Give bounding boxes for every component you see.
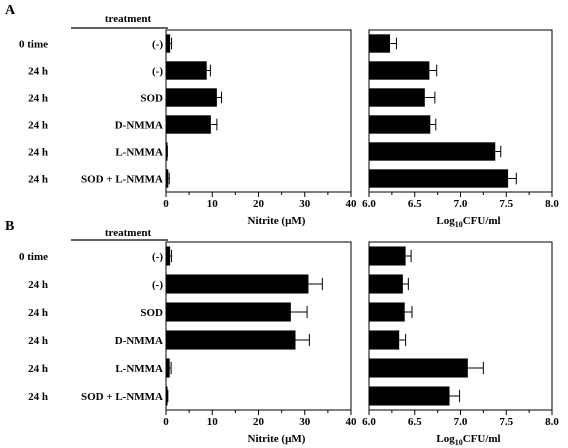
panel-b-cfu-bar bbox=[369, 302, 405, 322]
panel-a-cfu-tick-label: 7.5 bbox=[499, 198, 513, 210]
panel-a-row-treatment: (-) bbox=[152, 39, 163, 51]
panel-b-cfu-tick-label: 6.0 bbox=[362, 416, 376, 428]
panel-a-cfu-tick-label: 6.0 bbox=[362, 198, 376, 210]
panel-b-cfu-xlabel: Log10CFU/ml bbox=[436, 433, 500, 447]
panel-a-nitrite-bar bbox=[166, 34, 171, 53]
panel-a-row-treatment: SOD bbox=[140, 93, 163, 105]
panel-b-cfu-tick-label: 7.5 bbox=[499, 416, 513, 428]
panel-a-cfu-tick-label: 7.0 bbox=[454, 198, 468, 210]
panel-a-nitrite-tick-label: 40 bbox=[346, 198, 358, 210]
panel-b-row-treatment: SOD + L-NMMA bbox=[81, 391, 163, 403]
panel-b-row-treatment: (-) bbox=[152, 251, 163, 263]
panel-b-nitrite-axis-frame bbox=[165, 241, 352, 411]
panel-a-nitrite-tick-label: 0 bbox=[163, 198, 169, 210]
panel-a-cfu-bar bbox=[369, 169, 509, 188]
panel-a-nitrite-tick-label: 10 bbox=[207, 198, 219, 210]
panel-a-cfu-bar bbox=[369, 88, 425, 107]
panel-a-row-time: 0 time bbox=[19, 39, 48, 51]
panel-a-nitrite-axis-frame bbox=[165, 29, 352, 193]
panel-a-cfu-tick-label: 6.5 bbox=[408, 198, 422, 210]
panel-b-header: treatment bbox=[105, 227, 152, 239]
panel-a-nitrite-bar bbox=[166, 115, 211, 134]
panel-a-nitrite-tick-label: 20 bbox=[253, 198, 265, 210]
panel-a-row-time: 24 h bbox=[28, 147, 48, 159]
panel-b-nitrite-tick-label: 40 bbox=[346, 416, 358, 428]
panel-b-nitrite-bar bbox=[166, 274, 309, 294]
panel-a-header: treatment bbox=[105, 13, 152, 25]
panel-b-row-time: 24 h bbox=[28, 307, 48, 319]
panel-a-row-treatment: L-NMMA bbox=[115, 147, 163, 159]
panel-b-label: B bbox=[5, 219, 14, 234]
panel-b-row-time: 24 h bbox=[28, 391, 48, 403]
panel-a-cfu-tick-label: 8.0 bbox=[545, 198, 559, 210]
panel-a-label: A bbox=[5, 3, 16, 18]
panel-b-nitrite-xlabel: Nitrite (µM) bbox=[248, 433, 306, 445]
panel-a-cfu-axis-frame bbox=[368, 29, 553, 193]
panel-b-row-treatment: SOD bbox=[140, 307, 163, 319]
panel-a-row-time: 24 h bbox=[28, 120, 48, 132]
panel-b-nitrite-tick-label: 20 bbox=[253, 416, 265, 428]
panel-b-row-time: 0 time bbox=[19, 251, 48, 263]
panel-b-cfu-tick-label: 6.5 bbox=[408, 416, 422, 428]
panel-b-row-treatment: (-) bbox=[152, 279, 163, 291]
panel-b-cfu-bar bbox=[369, 386, 450, 406]
panel-b-nitrite-bar bbox=[166, 358, 170, 378]
panel-a-row-treatment: D-NMMA bbox=[115, 120, 163, 132]
panel-b-nitrite-tick-label: 0 bbox=[163, 416, 169, 428]
panel-b-cfu-bar bbox=[369, 358, 468, 378]
panel-b-row-time: 24 h bbox=[28, 279, 48, 291]
panel-b-cfu-bar bbox=[369, 330, 400, 350]
panel-b-row-treatment: L-NMMA bbox=[115, 363, 163, 375]
panel-a-nitrite-bar bbox=[166, 61, 207, 80]
panel-a-row-time: 24 h bbox=[28, 66, 48, 78]
panel-a-nitrite-bar bbox=[166, 142, 168, 161]
panel-b-nitrite-bar bbox=[166, 330, 296, 350]
panel-b-cfu-tick-label: 8.0 bbox=[545, 416, 559, 428]
panel-a-nitrite-xlabel: Nitrite (µM) bbox=[248, 215, 306, 227]
panel-a-nitrite-bar bbox=[166, 169, 169, 188]
panel-a-cfu-bar bbox=[369, 142, 496, 161]
panel-a-cfu-bar bbox=[369, 61, 430, 80]
panel-b-row-treatment: D-NMMA bbox=[115, 335, 163, 347]
panel-a-row-treatment: SOD + L-NMMA bbox=[81, 174, 163, 186]
panel-a-row-treatment: (-) bbox=[152, 66, 163, 78]
panel-a-cfu-bar bbox=[369, 34, 391, 53]
panel-a-cfu-bar bbox=[369, 115, 431, 134]
panel-a-nitrite-tick-label: 30 bbox=[299, 198, 311, 210]
panel-a-nitrite-bar bbox=[166, 88, 217, 107]
panel-a-row-time: 24 h bbox=[28, 174, 48, 186]
panel-b-row-time: 24 h bbox=[28, 363, 48, 375]
panel-b-cfu-bar bbox=[369, 274, 403, 294]
panel-b-cfu-axis-frame bbox=[368, 241, 553, 411]
panel-a-cfu-xlabel: Log10CFU/ml bbox=[436, 215, 500, 229]
panel-b-cfu-tick-label: 7.0 bbox=[454, 416, 468, 428]
panel-a-row-time: 24 h bbox=[28, 93, 48, 105]
panel-b-cfu-bar bbox=[369, 246, 406, 266]
panel-b-nitrite-tick-label: 10 bbox=[207, 416, 219, 428]
panel-b-nitrite-bar bbox=[166, 302, 291, 322]
panel-b-row-time: 24 h bbox=[28, 335, 48, 347]
panel-b-nitrite-tick-label: 30 bbox=[299, 416, 311, 428]
panel-b-nitrite-bar bbox=[166, 246, 171, 266]
